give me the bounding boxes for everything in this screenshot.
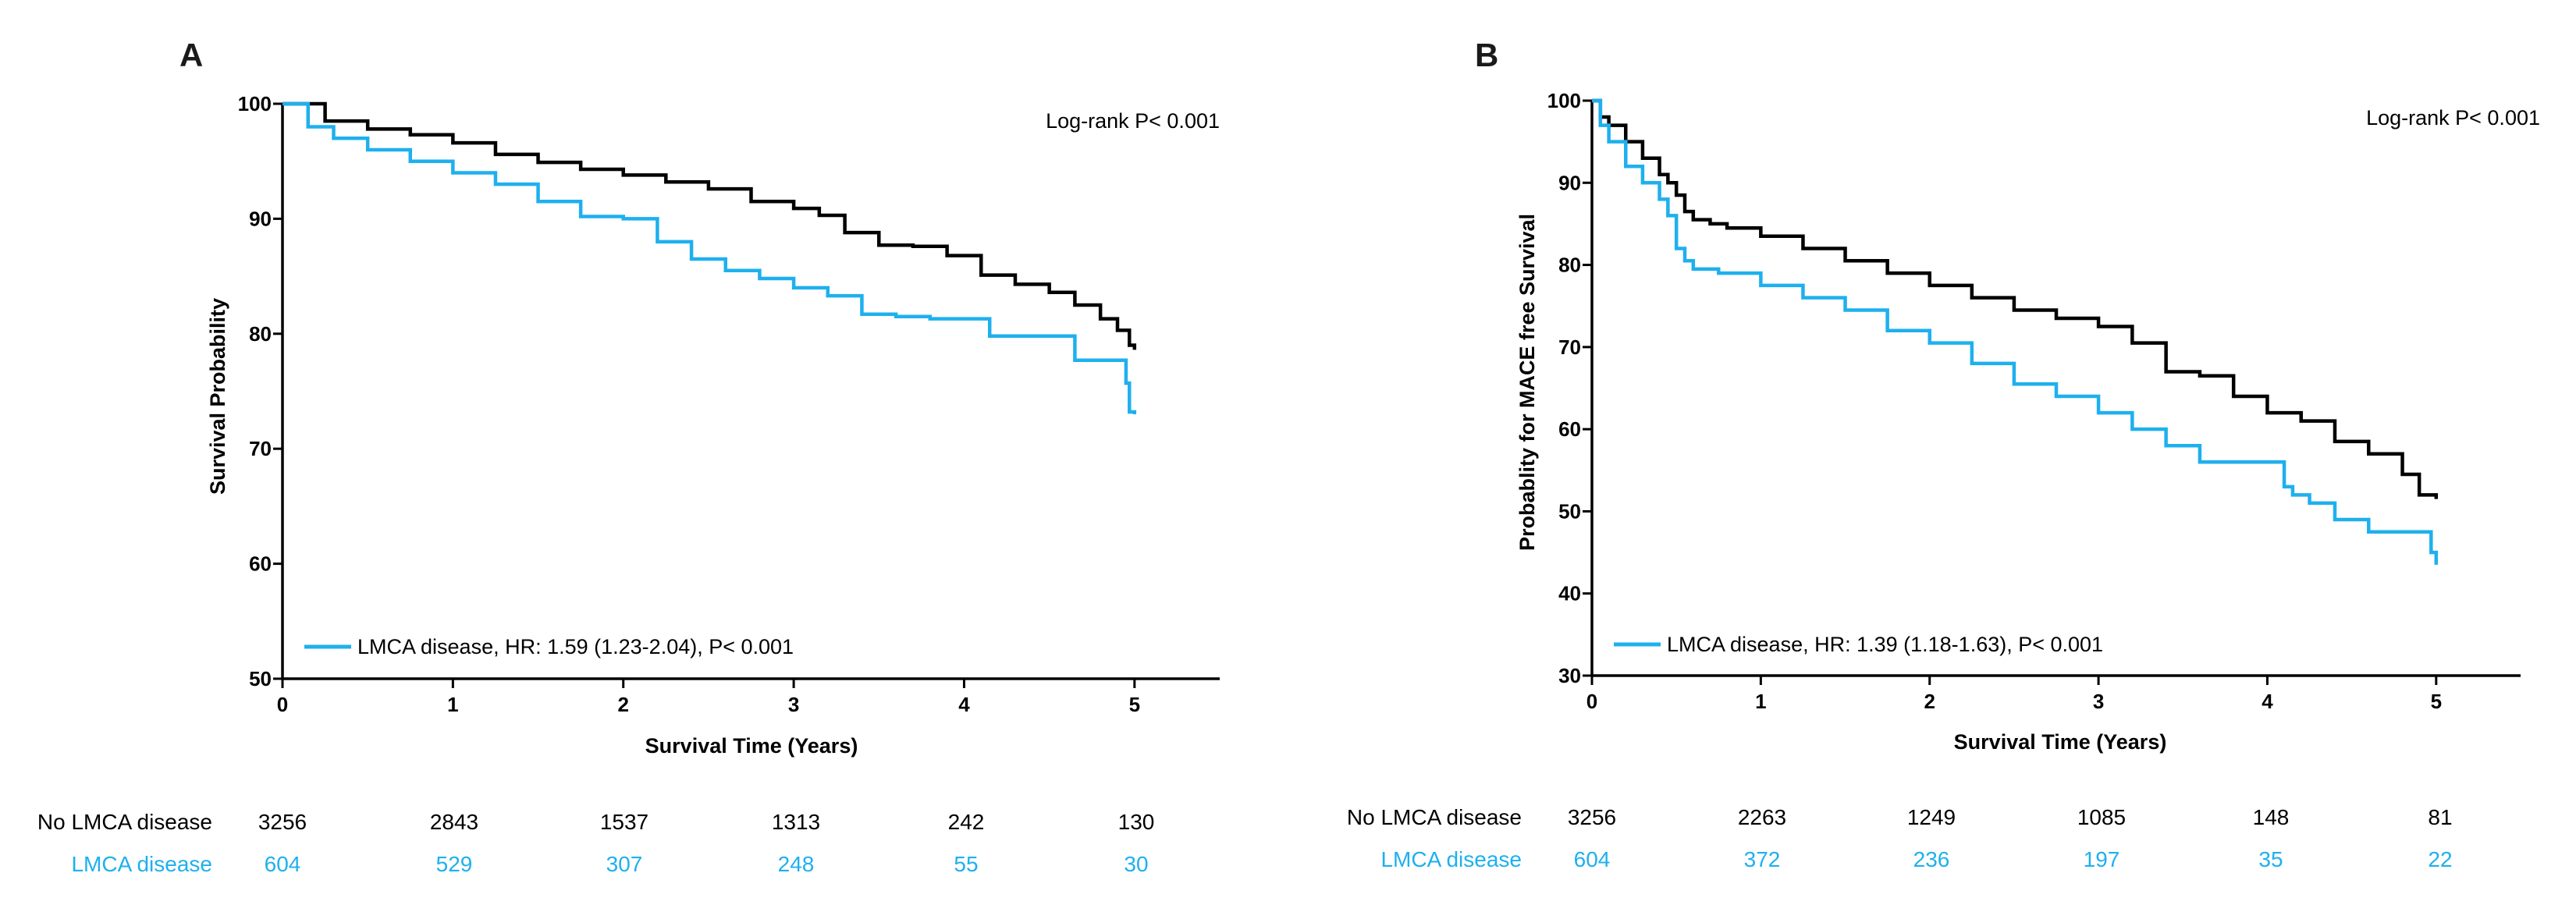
risk-count: 3256 [258,810,307,834]
risk-table: No LMCA disease 3256 2843 1537 1313 242 130 LMC… [37,810,1154,876]
risk-count: 3256 [1568,805,1616,829]
risk-table: No LMCA disease 3256 2263 1249 1085 148 81 LMCA… [1347,805,2453,871]
risk-count: 1085 [2077,805,2126,829]
x-tick-label: 2 [617,693,628,716]
legend-label: LMCA disease, HR: 1.59 (1.23-2.04), P< 0… [357,635,794,658]
risk-count: 307 [606,852,643,876]
risk-count: 1313 [772,810,820,834]
curves-group [1592,98,2439,565]
risk-row-label: LMCA disease [71,852,212,876]
axes-group: 30 40 50 60 70 80 90 100 0 1 2 3 4 5 [1547,89,2521,713]
x-tick-label: 4 [2262,690,2273,713]
x-tick-label: 3 [2093,690,2104,713]
risk-row-label: No LMCA disease [37,810,212,834]
no-lmca-curve [282,101,1137,350]
risk-count: 529 [436,852,473,876]
log-rank-annotation: Log-rank P< 0.001 [2366,106,2540,130]
x-axis-title: Survival Time (Years) [645,734,858,758]
risk-count: 2843 [430,810,478,834]
risk-count: 30 [1124,852,1148,876]
x-tick-label: 4 [958,693,970,716]
y-tick-label: 100 [1547,89,1581,112]
risk-count: 236 [1913,847,1950,871]
no-lmca-curve [1592,98,2439,499]
y-tick-label: 80 [249,322,272,346]
risk-count: 35 [2258,847,2283,871]
x-tick-label: 1 [1755,690,1766,713]
lmca-curve [282,101,1137,414]
risk-row-label: LMCA disease [1380,847,1522,871]
x-tick-label: 5 [1129,693,1140,716]
risk-row-label: No LMCA disease [1347,805,1522,829]
y-tick-label: 30 [1558,664,1581,687]
x-tick-label: 5 [2431,690,2442,713]
axes-group: 50 60 70 80 90 100 0 1 2 3 4 5 [238,92,1220,716]
risk-count: 1537 [600,810,648,834]
risk-count: 81 [2428,805,2452,829]
risk-count: 148 [2253,805,2290,829]
y-tick-label: 50 [249,667,272,690]
legend-label: LMCA disease, HR: 1.39 (1.18-1.63), P< 0… [1667,633,2103,656]
curves-group [282,101,1137,414]
risk-count: 197 [2084,847,2120,871]
x-tick-label: 2 [1924,690,1935,713]
risk-count: 248 [778,852,815,876]
risk-count: 130 [1118,810,1155,834]
y-axis-title: Probablity for MACE free Survival [1515,214,1539,551]
y-tick-label: 50 [1558,499,1581,523]
risk-count: 604 [1574,847,1611,871]
y-tick-label: 80 [1558,254,1581,277]
y-tick-label: 60 [1558,417,1581,441]
risk-count: 604 [265,852,301,876]
x-tick-label: 3 [788,693,799,716]
risk-count: 1249 [1907,805,1956,829]
risk-count: 242 [948,810,985,834]
y-tick-label: 60 [249,552,272,576]
lmca-curve [1592,98,2439,565]
y-tick-label: 100 [238,92,272,115]
panel-letter: A [179,37,203,73]
x-axis-title: Survival Time (Years) [1954,730,2167,754]
y-tick-label: 70 [249,437,272,460]
x-tick-label: 0 [277,693,288,716]
risk-count: 372 [1744,847,1781,871]
y-tick-label: 90 [1558,171,1581,194]
risk-count: 22 [2428,847,2452,871]
y-tick-label: 70 [1558,335,1581,359]
panel-letter: B [1475,37,1498,73]
x-tick-label: 0 [1586,690,1597,713]
x-tick-label: 1 [447,693,458,716]
risk-count: 2263 [1738,805,1786,829]
panel-b: B 30 40 50 60 70 80 90 100 0 1 2 3 4 5 Log-rank P< 0.… [1347,37,2540,871]
y-tick-label: 40 [1558,582,1581,605]
log-rank-annotation: Log-rank P< 0.001 [1046,109,1220,133]
risk-count: 55 [954,852,978,876]
y-axis-title: Survival Probability [206,298,229,495]
y-tick-label: 90 [249,207,272,230]
